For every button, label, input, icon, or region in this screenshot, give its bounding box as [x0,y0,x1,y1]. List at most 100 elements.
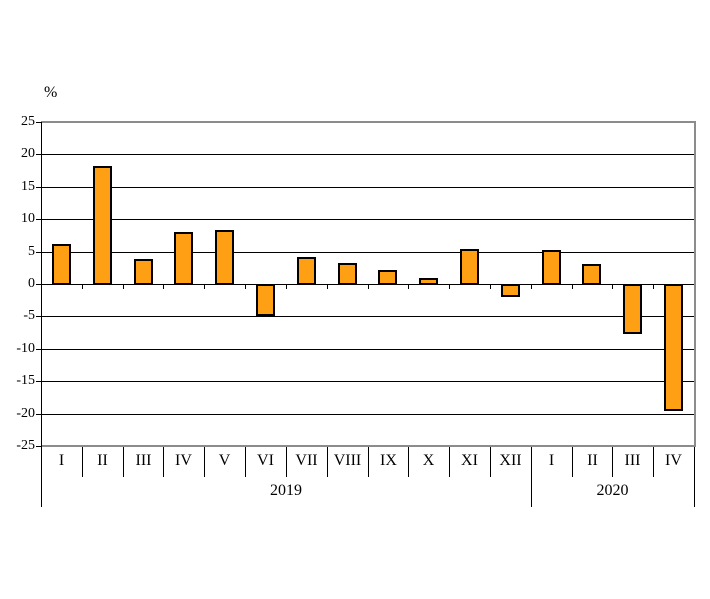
category-separator [204,447,205,477]
x-category-label: VIII [333,452,362,469]
y-axis-line [41,122,42,507]
plot-frame-top [41,121,696,123]
bar [623,284,642,334]
bar [542,250,561,285]
gridline [41,284,694,285]
category-separator [490,447,491,477]
y-tick-label: -15 [16,373,35,388]
bar [501,284,520,297]
y-axis-tick [36,122,41,123]
category-separator [286,447,287,477]
zero-line-tick [531,284,532,289]
bar [419,278,438,285]
x-category-label: XI [461,452,478,469]
y-tick-label: 0 [28,276,35,291]
year-label: 2020 [596,482,629,499]
plot-frame-bottom [41,445,696,447]
y-tick-label: 20 [21,146,35,161]
x-category-label: IV [175,452,192,469]
bar [93,166,112,285]
bar [582,264,601,285]
bar [215,230,234,285]
bar [297,257,316,285]
y-axis-tick [36,349,41,350]
zero-line-tick [653,284,654,289]
y-axis-tick [36,219,41,220]
zero-line-tick [204,284,205,289]
gridline [41,381,694,382]
bar [174,232,193,285]
y-tick-label: -10 [16,341,35,356]
x-category-label: IX [380,452,397,469]
x-category-label: VII [295,452,318,469]
gridline [41,154,694,155]
category-separator [82,447,83,477]
bar [338,263,357,285]
zero-line-tick [490,284,491,289]
y-axis-tick [36,284,41,285]
bar [52,244,71,285]
zero-line-tick [368,284,369,289]
zero-line-tick [163,284,164,289]
gridline [41,414,694,415]
bar [134,259,153,285]
x-category-label: II [587,452,598,469]
bar [460,249,479,285]
zero-line-tick [123,284,124,289]
y-axis-tick [36,316,41,317]
zero-line-tick [286,284,287,289]
plot-frame-right [694,121,696,447]
x-category-label: X [422,452,435,469]
gridline [41,219,694,220]
y-axis-unit-label: % [44,84,58,101]
category-separator [123,447,124,477]
x-category-label: III [135,452,152,469]
zero-line-tick [572,284,573,289]
y-axis-tick [36,381,41,382]
y-tick-label: -5 [23,308,35,323]
y-tick-label: 15 [21,179,35,194]
gridline [41,349,694,350]
zero-line-tick [449,284,450,289]
category-separator [408,447,409,477]
x-category-label: III [624,452,641,469]
bar [256,284,275,316]
x-category-label: I [548,452,555,469]
y-axis-tick [36,414,41,415]
x-category-label: XII [499,452,522,469]
zero-line-tick [612,284,613,289]
year-label: 2019 [270,482,302,499]
y-axis-tick [36,187,41,188]
x-category-label: V [218,452,231,469]
bar [664,284,683,411]
y-tick-label: -20 [16,406,35,421]
x-category-label: I [58,452,65,469]
x-category-label: VI [257,452,274,469]
y-tick-label: 25 [21,114,35,129]
year-boundary-separator [531,447,532,507]
gridline [41,252,694,253]
y-tick-label: 5 [28,244,35,259]
category-separator [653,447,654,477]
bar [378,270,397,285]
y-axis-tick [36,252,41,253]
zero-line-tick [245,284,246,289]
zero-line-tick [408,284,409,289]
zero-line-tick [327,284,328,289]
category-separator [245,447,246,477]
category-separator [327,447,328,477]
year-boundary-separator [694,447,695,507]
zero-line-tick [82,284,83,289]
y-tick-label: -25 [16,438,35,453]
x-category-label: IV [665,452,682,469]
category-separator [612,447,613,477]
category-separator [368,447,369,477]
category-separator [163,447,164,477]
x-category-label: II [97,452,108,469]
y-tick-label: 10 [21,211,35,226]
y-axis-tick [36,446,41,447]
category-separator [572,447,573,477]
gridline [41,316,694,317]
gridline [41,187,694,188]
